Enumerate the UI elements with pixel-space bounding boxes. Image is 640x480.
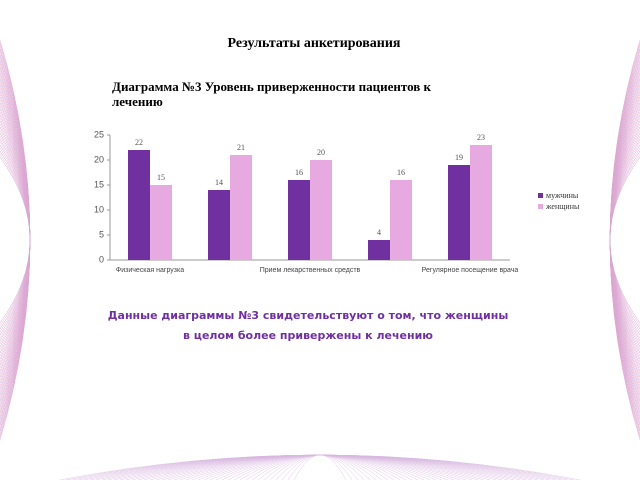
legend-swatch (538, 193, 543, 198)
value-label: 19 (455, 153, 463, 162)
deco-line (0, 117, 31, 363)
deco-line (609, 96, 640, 384)
value-label: 23 (477, 133, 485, 142)
value-label: 16 (295, 168, 303, 177)
y-tick-label: 20 (94, 154, 104, 164)
conclusion-line: в целом более привержены к лечению (183, 329, 433, 342)
deco-line (0, 84, 31, 396)
page-title: Результаты анкетирования (228, 36, 401, 51)
x-tick-label: Регулярное посещение врача (422, 267, 519, 274)
deco-line (0, 96, 31, 384)
deco-line (83, 454, 557, 480)
deco-line (125, 454, 515, 480)
bar (390, 180, 412, 260)
deco-line (0, 105, 31, 375)
bar (128, 150, 150, 260)
deco-line (287, 455, 353, 480)
deco-line (149, 454, 491, 480)
deco-line (609, 156, 640, 324)
deco-line (107, 454, 533, 480)
bar (230, 155, 252, 260)
deco-line (89, 454, 551, 480)
decoration (0, 39, 640, 480)
bar (208, 190, 230, 260)
bar (368, 240, 390, 260)
value-label: 15 (157, 173, 165, 182)
legend-label: женщины (545, 202, 580, 211)
deco-line (113, 454, 527, 480)
y-tick-label: 25 (94, 129, 104, 139)
deco-line (59, 454, 581, 480)
x-tick-label: Физическая нагрузка (116, 267, 184, 274)
deco-line (101, 454, 539, 480)
deco-line (0, 99, 31, 381)
deco-line (0, 93, 31, 387)
y-tick-label: 10 (94, 204, 104, 214)
deco-line (137, 454, 503, 480)
deco-line (155, 454, 485, 480)
value-label: 21 (237, 143, 245, 152)
deco-line (609, 117, 640, 363)
value-label: 16 (397, 168, 405, 177)
deco-line (161, 454, 479, 480)
deco-line (65, 454, 575, 480)
y-tick-label: 0 (99, 254, 104, 264)
deco-line (609, 81, 640, 399)
chart: 0 5 10 15 20 25 Физическая нагрузка 22 15 14 21 При… (94, 129, 580, 273)
legend-swatch (538, 204, 543, 209)
deco-line (0, 81, 31, 399)
deco-line (609, 93, 640, 387)
deco-line (293, 454, 347, 480)
value-label: 4 (377, 228, 381, 237)
deco-line (0, 111, 31, 369)
chart-title: Диаграмма №3 Уровень приверженности паци… (112, 79, 432, 109)
deco-line (609, 108, 640, 372)
deco-line (609, 123, 640, 357)
x-tick-label: Прием лекарственных средств (260, 267, 361, 274)
deco-line (77, 454, 563, 480)
value-label: 22 (135, 138, 143, 147)
conclusion-line: Данные диаграммы №3 свидетельствуют о то… (108, 309, 509, 322)
deco-line (131, 454, 509, 480)
deco-line (609, 99, 640, 381)
deco-line (609, 84, 640, 396)
deco-line (609, 105, 640, 375)
bar (288, 180, 310, 260)
bar (448, 165, 470, 260)
legend-label: мужчины (546, 191, 579, 200)
bar (470, 145, 492, 260)
deco-line (167, 454, 473, 480)
deco-line (609, 120, 640, 360)
deco-line (0, 108, 31, 372)
deco-line (0, 123, 31, 357)
bar (310, 160, 332, 260)
y-tick-label: 5 (99, 229, 104, 239)
deco-line (609, 111, 640, 369)
value-label: 14 (215, 178, 223, 187)
deco-line (0, 120, 31, 360)
bar (150, 185, 172, 260)
deco-line (0, 156, 31, 324)
value-label: 20 (317, 148, 325, 157)
y-tick-label: 15 (94, 179, 104, 189)
